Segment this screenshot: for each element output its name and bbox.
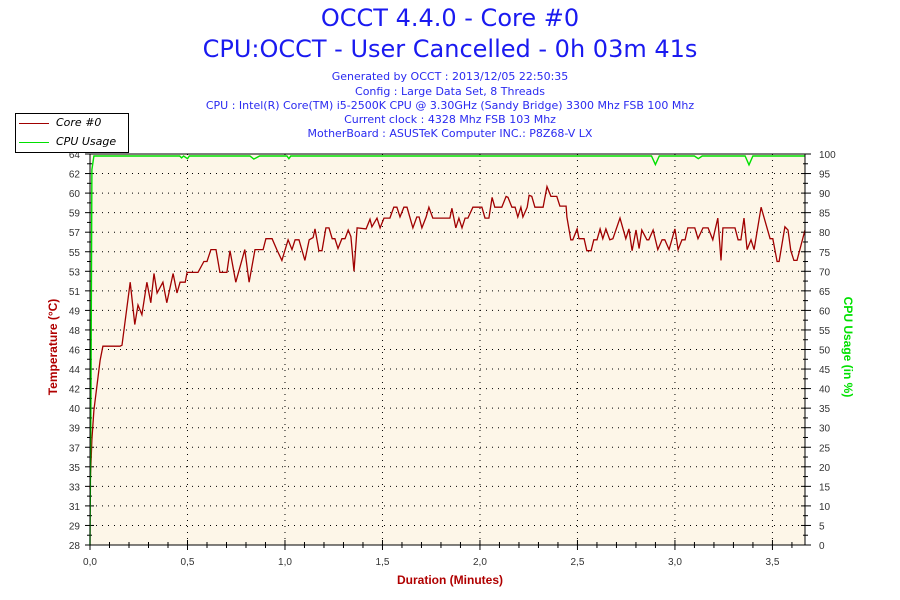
y2-tick-label: 40 — [819, 385, 831, 396]
x-tick-label: 1,0 — [278, 557, 292, 568]
x-tick-label: 2,5 — [571, 557, 585, 568]
info-cpu: CPU : Intel(R) Core(TM) i5-2500K CPU @ 3… — [205, 99, 695, 112]
x-tick-label: 2,0 — [473, 557, 487, 568]
legend-label-cpu: CPU Usage — [56, 135, 117, 148]
y-tick-label: 59 — [69, 209, 81, 220]
x-tick-label: 3,5 — [765, 557, 779, 568]
legend-swatch-cpu — [19, 142, 49, 143]
y2-tick-label: 25 — [819, 443, 831, 454]
y2-tick-label: 50 — [819, 346, 831, 357]
y-tick-label: 62 — [69, 170, 81, 181]
y2-tick-label: 30 — [819, 424, 831, 435]
x-tick-label: 0,5 — [181, 557, 195, 568]
y2-tick-label: 95 — [819, 170, 831, 181]
y2-tick-label: 80 — [819, 228, 831, 239]
y2-tick-label: 35 — [819, 404, 831, 415]
x-tick-label: 1,5 — [376, 557, 390, 568]
x-tick-label: 3,0 — [668, 557, 682, 568]
y-axis-label: Temperature (°C) — [46, 298, 60, 396]
y2-tick-label: 0 — [819, 541, 825, 552]
legend-item-core0: Core #0 — [16, 114, 128, 133]
y2-tick-label: 45 — [819, 365, 831, 376]
y2-tick-label: 100 — [819, 150, 836, 161]
legend-label-core0: Core #0 — [56, 116, 102, 129]
y2-tick-label: 20 — [819, 463, 831, 474]
y2-tick-label: 15 — [819, 482, 831, 493]
info-generated: Generated by OCCT : 2013/12/05 22:50:35 — [331, 70, 569, 83]
y-tick-label: 42 — [69, 385, 81, 396]
y2-tick-label: 85 — [819, 209, 831, 220]
y-tick-label: 64 — [69, 150, 81, 161]
y-tick-label: 28 — [69, 541, 81, 552]
series-line-core0 — [89, 184, 806, 489]
chart-title: OCCT 4.4.0 - Core #0 — [320, 4, 580, 32]
info-config: Config : Large Data Set, 8 Threads — [355, 85, 545, 98]
chart-subtitle: CPU:OCCT - User Cancelled - 0h 03m 41s — [202, 35, 698, 63]
x-axis-label: Duration (Minutes) — [397, 573, 503, 587]
y-tick-label: 29 — [69, 521, 81, 532]
series-line-cpu-usage — [89, 155, 805, 546]
info-motherboard: MotherBoard : ASUSTeK Computer INC.: P8Z… — [307, 127, 593, 140]
y2-tick-label: 60 — [819, 306, 831, 317]
y2-tick-label: 70 — [819, 267, 831, 278]
y2-tick-label: 90 — [819, 189, 831, 200]
legend-swatch-core0 — [19, 123, 49, 124]
y-tick-label: 60 — [69, 189, 81, 200]
y-tick-label: 44 — [69, 365, 81, 376]
y-tick-label: 55 — [69, 248, 81, 259]
y-tick-label: 53 — [69, 267, 81, 278]
y-tick-label: 39 — [69, 424, 81, 435]
y-tick-label: 33 — [69, 482, 81, 493]
y-tick-label: 35 — [69, 463, 81, 474]
legend-item-cpu: CPU Usage — [16, 133, 128, 152]
y-tick-label: 57 — [69, 228, 81, 239]
y2-tick-label: 75 — [819, 248, 831, 259]
y2-tick-label: 65 — [819, 287, 831, 298]
y-tick-label: 37 — [69, 443, 81, 454]
y2-tick-label: 10 — [819, 502, 831, 513]
y2-axis-label: CPU Usage (in %) — [841, 296, 855, 398]
y-tick-label: 31 — [69, 502, 81, 513]
y-tick-label: 40 — [69, 404, 81, 415]
y2-tick-label: 5 — [819, 521, 825, 532]
y-tick-label: 49 — [69, 306, 81, 317]
y2-tick-label: 55 — [819, 326, 831, 337]
info-clock: Current clock : 4328 Mhz FSB 103 Mhz — [344, 113, 556, 126]
x-tick-label: 0,0 — [83, 557, 97, 568]
plot-area — [90, 154, 805, 545]
legend: Core #0 CPU Usage — [15, 113, 129, 153]
y-tick-label: 46 — [69, 346, 81, 357]
y-tick-label: 48 — [69, 326, 81, 337]
y-tick-label: 51 — [69, 287, 81, 298]
